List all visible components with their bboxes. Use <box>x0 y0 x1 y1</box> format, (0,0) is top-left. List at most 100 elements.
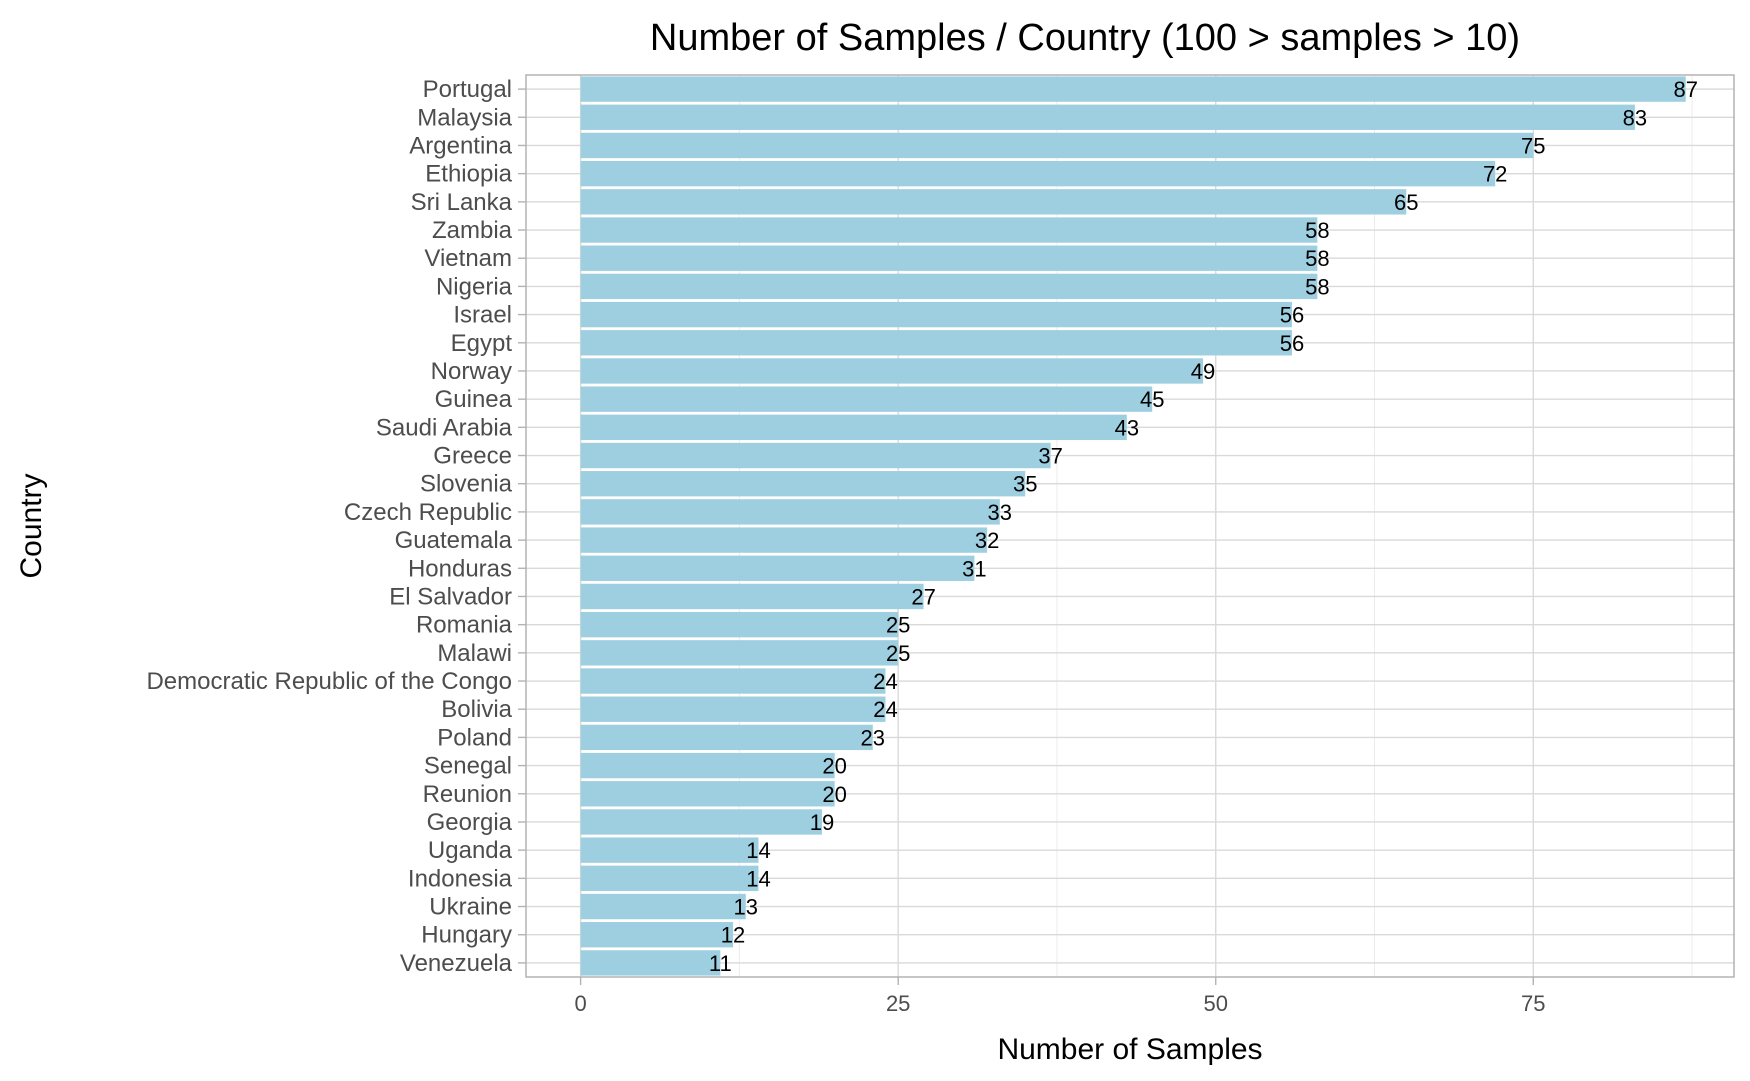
data-label: 72 <box>1483 162 1507 187</box>
data-label: 24 <box>873 697 897 722</box>
data-label: 14 <box>746 838 770 863</box>
bar <box>580 245 1318 271</box>
category-label: Democratic Republic of the Congo <box>146 668 512 695</box>
category-label: Slovenia <box>420 471 513 498</box>
category-label: Senegal <box>424 753 512 780</box>
data-label: 13 <box>734 895 758 920</box>
bar <box>580 471 1026 497</box>
category-label: Georgia <box>427 809 513 836</box>
x-axis-title: Number of Samples <box>997 1033 1262 1066</box>
data-label: 58 <box>1305 218 1329 243</box>
bar <box>580 76 1686 102</box>
data-label: 35 <box>1013 472 1037 497</box>
chart-title: Number of Samples / Country (100 > sampl… <box>650 17 1520 59</box>
category-label: Indonesia <box>408 865 513 892</box>
category-label: Venezuela <box>400 950 513 977</box>
category-label: Saudi Arabia <box>376 414 513 441</box>
category-label: Czech Republic <box>344 499 512 526</box>
data-label: 37 <box>1038 444 1062 469</box>
category-label: Ethiopia <box>425 161 512 188</box>
bar <box>580 922 734 948</box>
data-label: 58 <box>1305 246 1329 271</box>
bar <box>580 499 1000 525</box>
bar <box>580 301 1292 328</box>
bar <box>580 386 1153 412</box>
data-label: 75 <box>1521 133 1545 158</box>
category-label: Uganda <box>428 837 513 864</box>
x-tick-label: 0 <box>574 991 586 1016</box>
bar <box>580 668 886 694</box>
category-label: Israel <box>453 302 512 329</box>
category-label: Romania <box>416 612 513 639</box>
x-axis-ticks: 0 25 50 75 <box>574 977 1546 1016</box>
data-label: 49 <box>1191 359 1215 384</box>
bar <box>580 217 1318 243</box>
bar <box>580 160 1496 187</box>
bar <box>580 358 1204 384</box>
category-label: Guatemala <box>395 527 513 554</box>
category-label: Portugal <box>423 76 512 103</box>
category-label: Honduras <box>408 555 512 582</box>
category-label: Malaysia <box>417 104 512 131</box>
data-label: 31 <box>962 556 986 581</box>
bar <box>580 442 1051 469</box>
bar <box>580 781 835 807</box>
data-label: 43 <box>1115 415 1139 440</box>
category-label: Norway <box>431 358 512 385</box>
x-tick-label: 75 <box>1521 991 1545 1016</box>
bar <box>580 752 835 779</box>
bar <box>580 611 899 638</box>
bar <box>580 837 759 863</box>
category-label: Sri Lanka <box>411 189 513 216</box>
bar <box>580 809 822 835</box>
category-label: Reunion <box>423 781 512 808</box>
data-label: 56 <box>1280 331 1304 356</box>
plot-panel-border <box>525 74 1735 978</box>
bar <box>580 724 873 751</box>
category-label: Argentina <box>409 132 512 159</box>
data-label: 20 <box>822 754 846 779</box>
bars <box>580 76 1686 976</box>
data-label: 58 <box>1305 274 1329 299</box>
bar <box>580 640 899 666</box>
data-label: 33 <box>988 500 1012 525</box>
bar <box>580 555 975 581</box>
data-label: 25 <box>886 613 910 638</box>
data-label: 20 <box>822 782 846 807</box>
x-tick-label: 25 <box>886 991 910 1016</box>
category-label: Guinea <box>435 386 513 413</box>
bar <box>580 893 746 920</box>
bar <box>580 527 988 553</box>
data-label: 12 <box>721 923 745 948</box>
data-label: 23 <box>861 725 885 750</box>
category-label: Bolivia <box>441 696 512 723</box>
data-label: 56 <box>1280 303 1304 328</box>
bar <box>580 414 1127 441</box>
x-tick-label: 50 <box>1203 991 1227 1016</box>
bar <box>580 273 1318 300</box>
category-label: El Salvador <box>389 583 512 610</box>
data-label: 45 <box>1140 387 1164 412</box>
bar <box>580 132 1534 159</box>
bar <box>580 189 1407 215</box>
value-labels: 8783757265585858565649454337353332312725… <box>709 77 1698 976</box>
category-label: Ukraine <box>429 894 512 921</box>
bar <box>580 583 924 610</box>
category-label: Nigeria <box>436 273 513 300</box>
data-label: 32 <box>975 528 999 553</box>
data-label: 11 <box>709 951 732 976</box>
category-label: Zambia <box>432 217 513 244</box>
category-label: Poland <box>437 724 512 751</box>
data-label: 83 <box>1623 105 1647 130</box>
bar <box>580 696 886 722</box>
data-label: 14 <box>746 866 770 891</box>
data-label: 87 <box>1673 77 1697 102</box>
bar <box>580 950 721 976</box>
data-label: 25 <box>886 641 910 666</box>
data-label: 24 <box>873 669 897 694</box>
category-label: Vietnam <box>424 245 512 272</box>
bar <box>580 330 1292 356</box>
bar <box>580 104 1635 130</box>
